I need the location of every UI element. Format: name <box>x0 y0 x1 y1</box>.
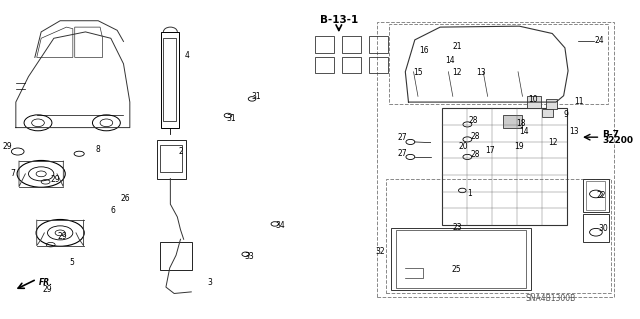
Bar <box>157 140 186 179</box>
Bar <box>586 181 605 210</box>
Bar <box>342 36 361 53</box>
Text: 28: 28 <box>470 150 480 159</box>
Text: FR.: FR. <box>39 278 53 287</box>
Text: 8: 8 <box>96 145 100 154</box>
Bar <box>527 96 541 108</box>
Text: 27: 27 <box>397 149 407 158</box>
Text: 31: 31 <box>227 114 236 123</box>
Text: 32200: 32200 <box>602 137 633 145</box>
Bar <box>392 228 531 290</box>
Text: SNA4B1300B: SNA4B1300B <box>526 294 576 303</box>
Text: 17: 17 <box>485 146 495 155</box>
Text: 9: 9 <box>563 110 568 119</box>
Bar <box>342 57 361 73</box>
Bar <box>377 22 614 297</box>
Text: 12: 12 <box>548 138 557 147</box>
Text: 24: 24 <box>595 36 605 45</box>
Text: 6: 6 <box>110 206 115 215</box>
Bar <box>582 214 609 242</box>
Text: 3: 3 <box>208 278 212 287</box>
Text: 29: 29 <box>57 232 67 241</box>
Text: B-7: B-7 <box>602 130 620 139</box>
Bar <box>316 57 334 73</box>
Text: 2: 2 <box>178 147 183 156</box>
Text: 4: 4 <box>184 51 189 60</box>
Text: 11: 11 <box>574 97 584 106</box>
Text: 27: 27 <box>397 133 407 142</box>
Bar <box>504 115 522 128</box>
Bar <box>390 24 608 104</box>
Text: 15: 15 <box>413 68 423 77</box>
Text: 29: 29 <box>43 285 52 294</box>
Text: 22: 22 <box>597 191 606 200</box>
Text: 1: 1 <box>468 189 472 198</box>
Text: 21: 21 <box>452 42 462 51</box>
Text: 13: 13 <box>570 127 579 136</box>
Bar <box>542 109 553 117</box>
Text: 14: 14 <box>445 56 454 65</box>
Text: 23: 23 <box>452 223 462 232</box>
Text: 5: 5 <box>69 258 74 267</box>
Text: 29: 29 <box>3 142 12 151</box>
Bar <box>161 32 179 128</box>
Text: 25: 25 <box>451 265 461 274</box>
Text: 30: 30 <box>598 224 608 233</box>
Bar <box>369 57 388 73</box>
Bar <box>160 242 192 270</box>
Bar <box>159 145 182 172</box>
Text: 28: 28 <box>469 116 479 125</box>
Text: 32: 32 <box>375 247 385 256</box>
Text: 18: 18 <box>516 119 525 128</box>
Text: 29: 29 <box>51 175 61 184</box>
Text: 33: 33 <box>244 252 254 261</box>
Text: 34: 34 <box>275 221 285 230</box>
Text: 13: 13 <box>477 68 486 77</box>
Text: 20: 20 <box>459 142 468 151</box>
Bar <box>316 36 334 53</box>
Text: 14: 14 <box>520 127 529 136</box>
Text: 10: 10 <box>529 95 538 104</box>
Text: 16: 16 <box>419 46 429 55</box>
Bar <box>163 38 176 121</box>
Text: B-13-1: B-13-1 <box>320 15 358 25</box>
Bar <box>546 99 557 109</box>
Text: 12: 12 <box>452 68 462 77</box>
Bar <box>369 36 388 53</box>
Bar <box>396 230 525 288</box>
Text: 31: 31 <box>252 92 261 101</box>
Text: 19: 19 <box>515 142 524 151</box>
Bar <box>582 179 609 212</box>
Text: 26: 26 <box>120 194 130 203</box>
Bar <box>442 108 568 225</box>
Bar <box>387 179 611 293</box>
Text: 7: 7 <box>10 169 15 178</box>
Text: 28: 28 <box>470 132 480 141</box>
